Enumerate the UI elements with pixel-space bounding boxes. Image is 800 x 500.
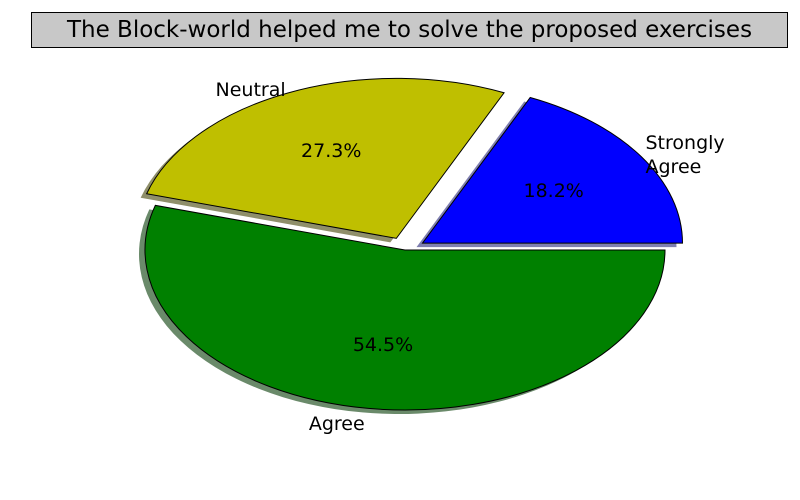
pie-slice-agree <box>144 204 666 411</box>
category-label-neutral: Neutral <box>216 79 286 101</box>
pie-wedges <box>144 77 683 411</box>
category-label-agree: Agree <box>309 413 365 435</box>
category-label-strongly-agree: Strongly Agree <box>646 132 725 178</box>
pct-label-strongly-agree: 18.2% <box>523 180 583 202</box>
pie-slice-neutral <box>145 77 505 239</box>
pie-slice-strongly-agree <box>421 96 683 244</box>
pct-label-agree: 54.5% <box>353 334 413 356</box>
pie-labels: 18.2% Strongly Agree 27.3% Neutral 54.5% Agree <box>216 79 725 435</box>
pct-label-neutral: 27.3% <box>301 140 361 162</box>
chart-title: The Block-world helped me to solve the p… <box>31 12 788 48</box>
